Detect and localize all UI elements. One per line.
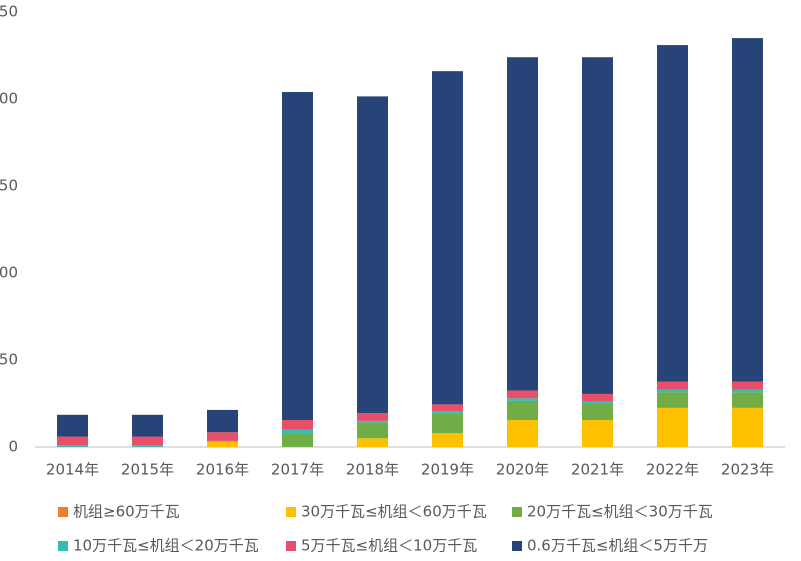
- x-tick-label: 2018年: [346, 461, 399, 479]
- bar-segment: [357, 422, 388, 439]
- y-tick-label: 250: [0, 3, 18, 21]
- x-tick-label: 2015年: [121, 461, 174, 479]
- bar-segment: [207, 432, 238, 441]
- bar-segment: [657, 45, 688, 382]
- legend-swatch: [58, 541, 68, 551]
- bar-segment: [357, 413, 388, 421]
- x-tick-label: 2017年: [271, 461, 324, 479]
- bar-segment: [732, 407, 763, 447]
- bar-segment: [507, 57, 538, 391]
- bar-segment: [432, 433, 463, 447]
- bar-segment: [657, 392, 688, 408]
- y-tick-label: 50: [0, 351, 18, 369]
- legend-swatch: [512, 507, 522, 517]
- x-tick-label: 2022年: [646, 461, 699, 479]
- bar-segment: [582, 393, 613, 402]
- x-tick-label: 2019年: [421, 461, 474, 479]
- y-tick-label: 100: [0, 264, 18, 282]
- legend-label: 10万千瓦≤机组＜20万千瓦: [73, 537, 259, 555]
- legend-label: 5万千瓦≤机组＜10万千瓦: [301, 537, 477, 555]
- x-tick-label: 2014年: [46, 461, 99, 479]
- legend-label: 20万千瓦≤机组＜30万千瓦: [527, 503, 713, 521]
- bar-segment: [732, 38, 763, 382]
- bar-segment: [507, 420, 538, 447]
- bar-segment: [282, 433, 313, 447]
- bar-segment: [507, 390, 538, 399]
- bar-segment: [357, 96, 388, 414]
- y-tick-label: 150: [0, 177, 18, 195]
- bar-segment: [207, 440, 238, 442]
- bar-segment: [132, 445, 163, 447]
- bar-segment: [582, 403, 613, 421]
- bar-segment: [732, 389, 763, 393]
- bar-segment: [582, 401, 613, 404]
- bar-segment: [282, 92, 313, 421]
- x-tick-label: 2023年: [721, 461, 774, 479]
- legend-label: 30万千瓦≤机组＜60万千瓦: [301, 503, 487, 521]
- legend-swatch: [286, 541, 296, 551]
- x-tick-label: 2021年: [571, 461, 624, 479]
- bar-segment: [657, 389, 688, 393]
- bar-segment: [207, 409, 238, 433]
- y-tick-label: 0: [8, 438, 18, 456]
- legend-label: 机组≥60万千瓦: [73, 503, 180, 521]
- bar-segment: [507, 400, 538, 421]
- bar-segment: [357, 438, 388, 447]
- bar-segment: [657, 381, 688, 390]
- bar-segment: [57, 414, 88, 437]
- y-tick-label: 200: [0, 90, 18, 108]
- bar-segment: [657, 407, 688, 447]
- bar-segment: [432, 71, 463, 405]
- legend-swatch: [512, 541, 522, 551]
- bar-segment: [582, 57, 613, 394]
- x-tick-label: 2020年: [496, 461, 549, 479]
- legend-label: 0.6万千瓦≤机组＜5万千万: [527, 537, 708, 555]
- bar-segment: [432, 404, 463, 412]
- bar-segment: [357, 420, 388, 423]
- bar-segment: [282, 429, 313, 434]
- bar-segment: [282, 420, 313, 430]
- bar-segment: [57, 445, 88, 447]
- bar-segment: [132, 436, 163, 446]
- legend-swatch: [286, 507, 296, 517]
- bar-segment: [57, 436, 88, 446]
- bar-segment: [132, 414, 163, 437]
- bar-segment: [582, 420, 613, 447]
- x-tick-label: 2016年: [196, 461, 249, 479]
- bar-segment: [507, 398, 538, 401]
- legend-swatch: [58, 507, 68, 517]
- bar-segment: [732, 392, 763, 408]
- bar-segment: [732, 381, 763, 390]
- bar-segment: [207, 441, 238, 447]
- bar-segment: [432, 411, 463, 414]
- bar-segment: [432, 413, 463, 434]
